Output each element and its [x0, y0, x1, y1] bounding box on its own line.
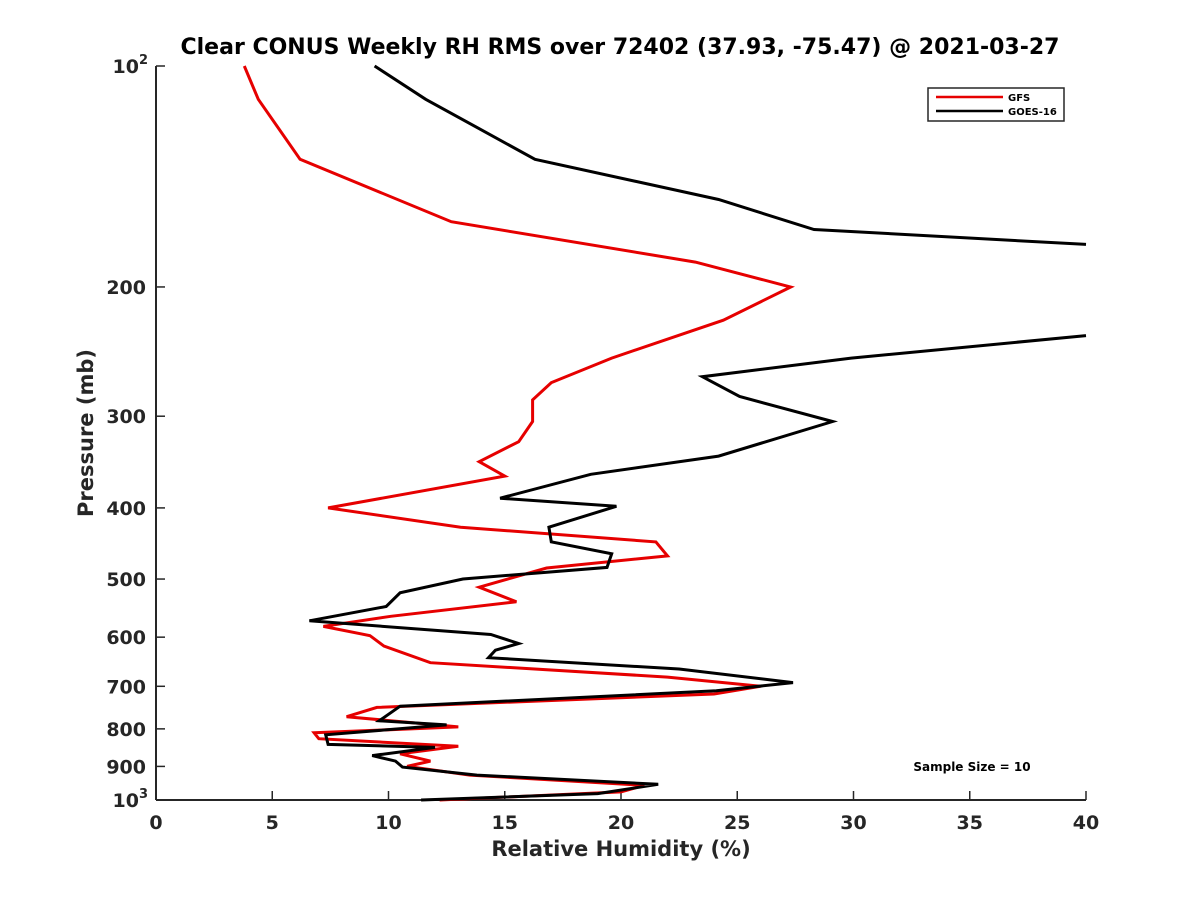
y-tick-label: 800 [106, 719, 146, 741]
x-tick-label: 15 [492, 812, 518, 834]
x-axis-label: Relative Humidity (%) [491, 837, 750, 861]
y-tick-label: 700 [106, 676, 146, 698]
x-tick-label: 30 [840, 812, 866, 834]
x-tick-label: 10 [375, 812, 401, 834]
x-tick-label: 40 [1073, 812, 1099, 834]
y-tick-base: 10 [113, 56, 139, 78]
legend-box [927, 87, 1065, 122]
x-axis-ticks: 0 5 10 15 20 25 30 35 40 [149, 791, 1099, 834]
sample-size-annotation: Sample Size = 10 [913, 760, 1030, 774]
y-tick-label: 300 [106, 406, 146, 428]
y-tick-base: 10 [113, 790, 139, 812]
series-line-gfs [242, 65, 795, 802]
legend-label-gfs: GFS [1008, 93, 1030, 104]
x-tick-label: 0 [149, 812, 162, 834]
y-tick-label: 600 [106, 627, 146, 649]
legend: GFS GOES-16 [927, 87, 1065, 122]
y-tick-exponent: 2 [139, 53, 148, 68]
series-line-goes-16 [309, 64, 1087, 802]
x-tick-label: 20 [608, 812, 634, 834]
y-axis-label: Pressure (mb) [74, 349, 98, 517]
y-tick-label: 500 [106, 569, 146, 591]
chart-title: Clear CONUS Weekly RH RMS over 72402 (37… [181, 35, 1060, 60]
series-layer [242, 64, 1087, 802]
y-tick-label: 103 [113, 787, 149, 812]
legend-label-goes-16: GOES-16 [1008, 107, 1057, 118]
y-tick-label: 102 [113, 53, 149, 78]
plot-area [155, 66, 1086, 801]
x-tick-label: 35 [957, 812, 983, 834]
x-tick-label: 25 [724, 812, 750, 834]
y-tick-label: 900 [106, 756, 146, 778]
y-tick-exponent: 3 [139, 787, 148, 802]
y-tick-label: 400 [106, 498, 146, 520]
x-tick-label: 5 [266, 812, 279, 834]
y-tick-label: 200 [106, 277, 146, 299]
